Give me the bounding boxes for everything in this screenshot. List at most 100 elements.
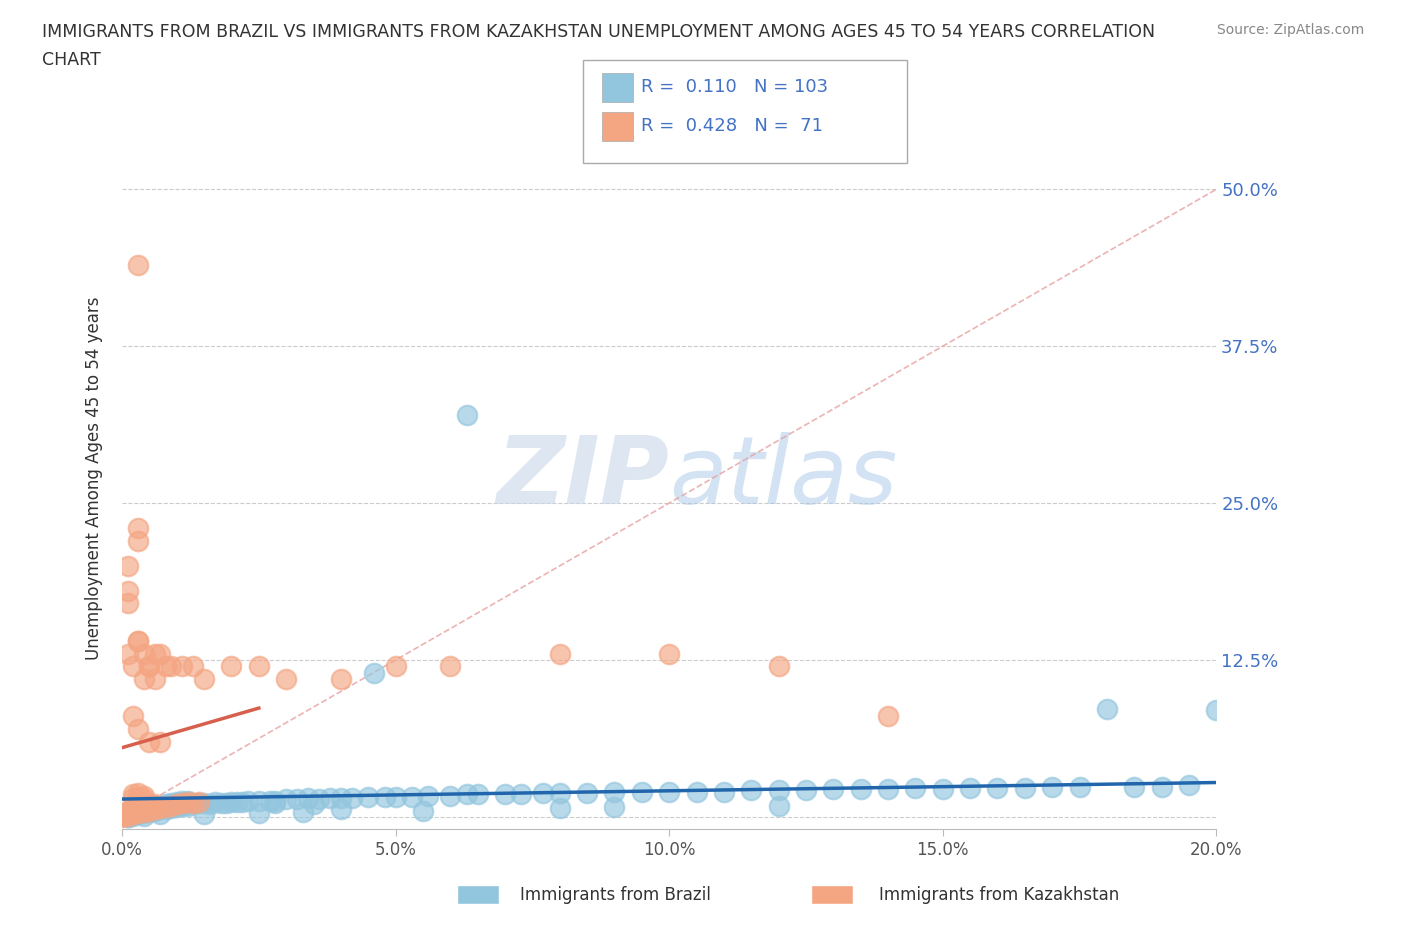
- Point: [215, 795, 238, 810]
- Point: [132, 801, 155, 816]
- Point: [401, 790, 423, 804]
- Point: [132, 805, 155, 820]
- Text: atlas: atlas: [669, 432, 897, 524]
- Point: [166, 794, 188, 809]
- Point: [1040, 779, 1063, 794]
- Point: [132, 646, 155, 661]
- Y-axis label: Unemployment Among Ages 45 to 54 years: Unemployment Among Ages 45 to 54 years: [86, 297, 103, 659]
- Point: [138, 801, 160, 816]
- Point: [221, 658, 243, 673]
- Point: [149, 807, 172, 822]
- Point: [187, 795, 209, 810]
- Point: [127, 807, 149, 822]
- Point: [276, 671, 298, 686]
- Point: [177, 798, 200, 813]
- Point: [117, 809, 139, 824]
- Point: [127, 790, 149, 804]
- Point: [127, 804, 149, 819]
- Point: [630, 784, 652, 799]
- Point: [155, 800, 177, 815]
- Text: Immigrants from Brazil: Immigrants from Brazil: [520, 885, 711, 904]
- Point: [155, 802, 177, 817]
- Point: [1095, 701, 1118, 716]
- Point: [1014, 780, 1036, 795]
- Point: [138, 804, 160, 818]
- Point: [1123, 779, 1146, 794]
- Point: [132, 804, 155, 819]
- Point: [658, 646, 681, 661]
- Point: [117, 558, 139, 573]
- Point: [122, 804, 145, 819]
- Point: [111, 809, 134, 824]
- Point: [181, 797, 204, 812]
- Point: [143, 646, 166, 661]
- Point: [329, 802, 352, 817]
- Point: [122, 807, 145, 822]
- Point: [740, 783, 762, 798]
- Point: [193, 795, 215, 810]
- Point: [149, 798, 172, 813]
- Point: [117, 807, 139, 822]
- Text: R =  0.110   N = 103: R = 0.110 N = 103: [641, 78, 828, 97]
- Point: [149, 802, 172, 817]
- Point: [209, 795, 232, 810]
- Text: R =  0.428   N =  71: R = 0.428 N = 71: [641, 117, 823, 136]
- Point: [122, 807, 145, 822]
- Point: [548, 786, 571, 801]
- Point: [117, 646, 139, 661]
- Point: [823, 782, 845, 797]
- Point: [713, 784, 735, 799]
- Point: [439, 658, 461, 673]
- Point: [122, 802, 145, 817]
- Point: [510, 787, 533, 802]
- Point: [204, 794, 226, 809]
- Point: [187, 794, 209, 809]
- Point: [117, 808, 139, 823]
- Point: [149, 646, 172, 661]
- Point: [122, 804, 145, 819]
- Point: [439, 788, 461, 803]
- Point: [132, 802, 155, 817]
- Point: [236, 793, 259, 808]
- Point: [576, 786, 599, 801]
- Point: [149, 801, 172, 816]
- Point: [132, 671, 155, 686]
- Point: [494, 787, 516, 802]
- Point: [155, 658, 177, 673]
- Point: [193, 671, 215, 686]
- Point: [285, 791, 308, 806]
- Point: [127, 804, 149, 818]
- Text: ZIP: ZIP: [496, 432, 669, 524]
- Point: [127, 521, 149, 536]
- Point: [132, 791, 155, 806]
- Point: [160, 658, 183, 673]
- Point: [877, 709, 900, 724]
- Point: [329, 671, 352, 686]
- Point: [247, 793, 270, 808]
- Point: [794, 783, 817, 798]
- Point: [132, 808, 155, 823]
- Point: [111, 807, 134, 822]
- Point: [132, 788, 155, 803]
- Point: [138, 804, 160, 819]
- Point: [1178, 778, 1201, 793]
- Point: [181, 658, 204, 673]
- Point: [117, 804, 139, 818]
- Point: [357, 790, 380, 804]
- Point: [849, 782, 872, 797]
- Point: [181, 795, 204, 810]
- Point: [1150, 779, 1173, 794]
- Point: [122, 787, 145, 802]
- Point: [329, 790, 352, 805]
- Point: [138, 658, 160, 673]
- Point: [127, 633, 149, 648]
- Point: [138, 798, 160, 813]
- Point: [143, 800, 166, 815]
- Point: [122, 790, 145, 805]
- Point: [143, 804, 166, 818]
- Point: [374, 790, 396, 804]
- Point: [172, 795, 194, 810]
- Point: [117, 583, 139, 598]
- Point: [177, 793, 200, 808]
- Point: [155, 797, 177, 812]
